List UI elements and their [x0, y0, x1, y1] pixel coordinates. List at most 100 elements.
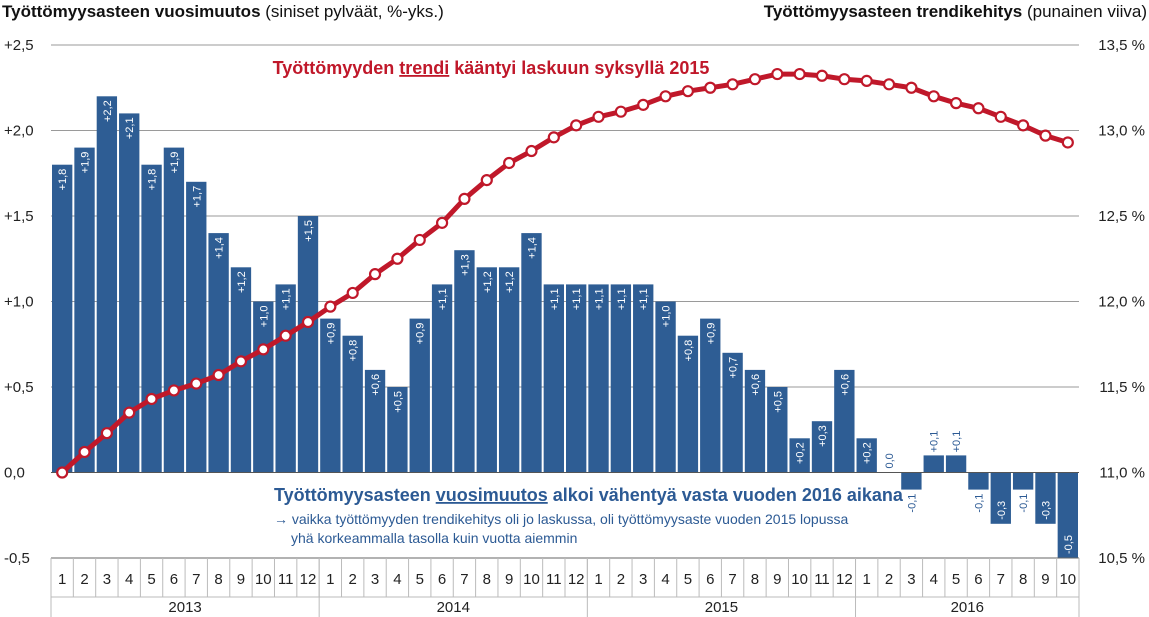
bar — [521, 233, 542, 473]
bar — [498, 267, 520, 473]
bar — [342, 335, 363, 473]
left-title-bold: Työttömyysasteen vuosimuutos — [2, 2, 261, 21]
trend-point — [592, 110, 605, 123]
bar — [1012, 472, 1034, 490]
bar-value-label: +1,1 — [281, 288, 293, 310]
x-month-label: 7 — [997, 571, 1005, 588]
bar — [543, 284, 564, 473]
x-month-label: 8 — [751, 571, 759, 588]
x-month-label: 11 — [814, 571, 830, 588]
bar-value-label: +1,2 — [504, 271, 516, 293]
x-month-label: 9 — [1041, 571, 1049, 588]
trend-point — [659, 90, 672, 103]
bar-value-label: +1,1 — [571, 288, 583, 310]
bar-value-label: -0,3 — [996, 501, 1008, 520]
bar — [297, 216, 319, 473]
trend-point — [301, 315, 315, 329]
right-title-bold: Työttömyysasteen trendikehitys — [764, 2, 1023, 21]
trend-point — [234, 355, 248, 368]
bar — [834, 369, 855, 473]
x-month-label: 4 — [393, 571, 401, 588]
y-left-tick-label: +1,0 — [4, 294, 34, 311]
bar-value-label: +0,9 — [705, 323, 717, 345]
trend-point — [771, 67, 784, 81]
bar — [588, 284, 609, 473]
x-month-label: 10 — [255, 571, 272, 588]
trend-line — [60, 71, 1069, 475]
x-month-label: 9 — [505, 571, 513, 588]
bar-value-label: +1,0 — [258, 306, 270, 328]
x-month-label: 5 — [952, 571, 960, 588]
bar-value-label: +0,7 — [728, 357, 740, 379]
y-right-tick-label: 11,5 % — [1099, 379, 1145, 396]
bar — [856, 438, 877, 473]
bar-value-label: 0,0 — [884, 453, 896, 468]
bar-value-label: +1,8 — [57, 169, 69, 191]
bar — [990, 472, 1011, 524]
trend-point — [726, 78, 739, 91]
x-month-label: 8 — [214, 571, 222, 588]
trend-point — [324, 300, 337, 313]
x-month-label: 7 — [192, 571, 200, 588]
bar-value-label: +0,5 — [392, 391, 404, 413]
bar — [163, 147, 185, 473]
y-right-tick-label: 13,0 % — [1098, 123, 1145, 140]
bar-value-label: +0,2 — [862, 442, 874, 464]
bar — [275, 284, 296, 473]
bar — [811, 421, 833, 473]
x-month-label: 4 — [125, 571, 133, 588]
change-annotation-note-2: yhä korkeammalla tasolla kuin vuotta aie… — [291, 530, 577, 546]
bar-value-label: +1,1 — [437, 288, 449, 310]
bar — [655, 301, 676, 473]
trend-point — [570, 119, 583, 132]
trend-point — [458, 192, 471, 205]
bar-value-label: +0,9 — [415, 323, 427, 345]
bar-value-label: -0,1 — [973, 494, 985, 513]
bar-value-label: +0,5 — [772, 391, 784, 413]
trend-point — [949, 97, 963, 110]
bar — [633, 284, 654, 473]
bar-label-layer: +1,8 +1,9 +2,2 +2,1 +1,8 +1,9 +1,7 +1,4 +1,2 +1,0… — [57, 100, 1075, 554]
trend-point — [1061, 136, 1074, 149]
x-month-label: 12 — [568, 571, 585, 588]
trend-annotation: Työttömyyden trendi kääntyi laskuun syks… — [273, 58, 710, 78]
bar-value-label: +0,8 — [683, 340, 695, 362]
bar-value-label: +1,1 — [616, 288, 628, 310]
bar-value-label: +1,4 — [526, 237, 538, 259]
trend-point — [145, 392, 158, 406]
bar-value-label: +1,5 — [303, 220, 315, 242]
trend-point — [525, 144, 538, 158]
trend-point — [78, 445, 91, 459]
x-month-label: 9 — [237, 571, 245, 588]
y-left-tick-label: +2,5 — [4, 37, 34, 54]
trend-point — [391, 252, 404, 265]
bar-value-label: +2,2 — [102, 100, 114, 122]
trend-point — [257, 343, 270, 356]
x-month-label: 6 — [170, 571, 178, 588]
bar — [208, 233, 229, 473]
x-month-label: 12 — [300, 571, 317, 588]
bar-value-label: -0,5 — [1063, 535, 1075, 554]
bar — [364, 369, 386, 473]
bar-value-label: +0,9 — [325, 323, 337, 345]
x-month-label: 2 — [349, 571, 357, 588]
bar — [119, 113, 140, 473]
trend-point — [637, 98, 650, 111]
trend-point — [793, 67, 806, 81]
x-year-label: 2015 — [705, 599, 738, 616]
bar-value-label: +1,1 — [594, 288, 606, 310]
trend-point — [123, 406, 136, 419]
y-left-tick-label: 0,0 — [4, 465, 25, 482]
trend-point — [614, 105, 627, 118]
trend-point — [681, 85, 695, 98]
bar — [1057, 472, 1078, 558]
x-month-label: 6 — [706, 571, 714, 588]
y-right-tick-label: 11,0 % — [1099, 465, 1145, 482]
x-month-label: 6 — [974, 571, 982, 588]
trend-line-layer — [56, 67, 1074, 479]
right-title-note: (punainen viiva) — [1022, 2, 1147, 21]
bar — [1035, 472, 1056, 524]
bar-value-label: +2,1 — [124, 117, 136, 139]
bar-value-label: +1,1 — [549, 288, 561, 310]
right-title: Työttömyysasteen trendikehitys (punainen… — [764, 2, 1147, 21]
